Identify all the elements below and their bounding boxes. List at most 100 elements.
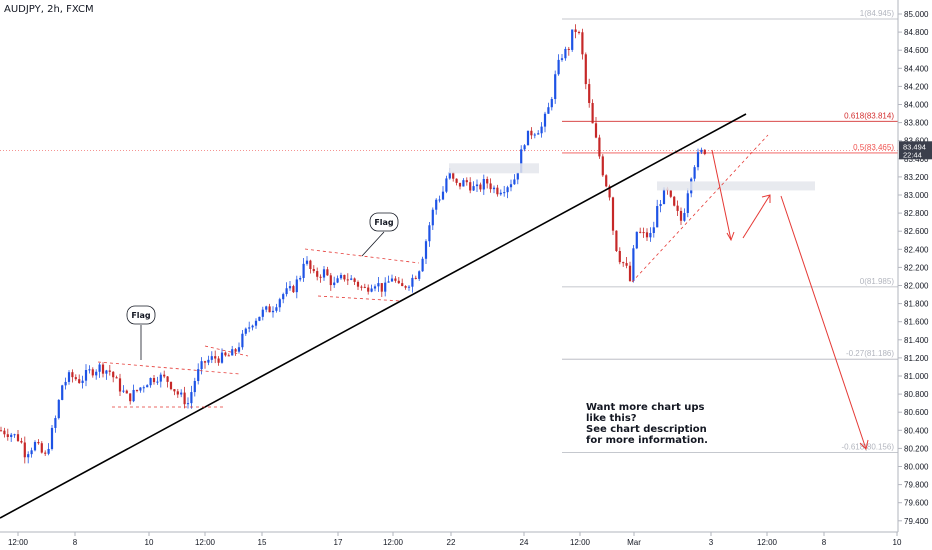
- candle-body: [285, 288, 288, 295]
- candle-body: [469, 182, 472, 191]
- candle: [543, 111, 547, 133]
- price-axis[interactable]: 85.000 84.800 84.600 84.400 84.200 84.000 83.8…: [897, 0, 929, 532]
- callout-pointer: [361, 231, 385, 257]
- candle: [618, 247, 621, 265]
- y-tick-label: 82.200: [904, 263, 929, 272]
- candle-body: [394, 278, 397, 281]
- candle-body: [183, 392, 186, 405]
- candle: [169, 381, 173, 391]
- candle-body: [482, 179, 485, 190]
- candle: [227, 353, 230, 357]
- candle: [377, 277, 380, 292]
- candle-body: [414, 277, 417, 279]
- candle: [513, 174, 516, 185]
- candle: [336, 275, 339, 284]
- time-axis[interactable]: 12:00 8 10 12:00 15 17 12:00 22 24 12:00 Mar 3 12:00…: [0, 531, 902, 547]
- y-tick-label: 82.400: [904, 245, 929, 254]
- candle-body: [186, 403, 190, 405]
- candle-body: [220, 352, 224, 363]
- candle-body: [91, 369, 94, 376]
- candle: [54, 415, 57, 433]
- flag-callout: Flag: [126, 305, 156, 360]
- candle: [339, 272, 343, 280]
- candle: [649, 227, 652, 242]
- candle: [526, 130, 530, 146]
- candle: [588, 78, 591, 108]
- candle-body: [237, 347, 241, 352]
- candle-body: [224, 352, 227, 356]
- y-tick-label: 84.000: [904, 101, 929, 110]
- candle: [384, 277, 387, 297]
- candle-body: [78, 379, 81, 384]
- candle-body: [282, 294, 285, 300]
- candle: [30, 447, 33, 458]
- candle: [492, 185, 496, 194]
- candle-body: [520, 149, 523, 173]
- candle: [271, 306, 275, 318]
- candle-body: [210, 356, 213, 360]
- candle: [173, 388, 176, 396]
- note-line: Want more chart ups: [586, 402, 705, 413]
- y-tick-label: 82.600: [904, 227, 929, 236]
- candle-body: [159, 374, 162, 382]
- candle-body: [676, 205, 679, 211]
- candle: [139, 387, 142, 393]
- candle-body: [594, 123, 598, 138]
- candle-body: [339, 274, 343, 279]
- projection-arrow: [780, 195, 867, 450]
- candle: [411, 274, 414, 293]
- candle: [428, 222, 431, 247]
- candle-body: [251, 325, 254, 328]
- candle-body: [679, 210, 683, 221]
- candle: [224, 351, 227, 357]
- candle-body: [0, 430, 3, 432]
- candle: [506, 185, 509, 199]
- fib-level-label: -0.618(80.156): [842, 442, 895, 451]
- candle: [118, 373, 122, 396]
- y-tick-label: 79.600: [904, 499, 929, 508]
- candle: [163, 370, 166, 379]
- price-tag-value: 83.494: [903, 142, 926, 151]
- flag-channel-line: [317, 295, 402, 302]
- candle-body: [302, 263, 305, 278]
- promo-note: Want more chart ups like this? See chart…: [586, 402, 708, 446]
- candle-body: [567, 48, 570, 50]
- y-tick-label: 84.200: [904, 82, 929, 91]
- candle-body: [44, 452, 47, 454]
- candle: [278, 297, 281, 312]
- y-tick-label: 83.400: [904, 155, 929, 164]
- candle: [251, 324, 254, 331]
- candle: [44, 450, 47, 456]
- candle-body: [435, 199, 438, 210]
- candle: [40, 441, 43, 454]
- candle: [424, 239, 428, 264]
- candle: [622, 261, 625, 267]
- candle-body: [319, 276, 322, 278]
- candle-body: [98, 364, 101, 372]
- candle-body: [577, 32, 581, 34]
- candle: [679, 207, 683, 226]
- fib-level-label: 0.5(83.465): [853, 143, 894, 152]
- price-tag-countdown: 22:44: [903, 150, 922, 159]
- y-tick-label: 80.200: [904, 444, 929, 453]
- candle-body: [299, 277, 302, 280]
- candle-body: [122, 390, 125, 392]
- candle: [112, 371, 115, 383]
- candle: [95, 369, 98, 380]
- candle: [16, 429, 20, 442]
- candle-body: [135, 389, 139, 391]
- candle: [404, 285, 407, 290]
- candle-body: [557, 59, 560, 75]
- candle-body: [13, 434, 16, 436]
- candle-body: [139, 387, 142, 391]
- candle-body: [350, 278, 353, 280]
- candle: [105, 369, 108, 380]
- candle: [472, 181, 475, 192]
- candle-body: [10, 434, 13, 437]
- candle: [71, 369, 74, 383]
- note-line: like this?: [586, 413, 637, 424]
- candle-body: [16, 434, 20, 441]
- candle: [438, 195, 441, 203]
